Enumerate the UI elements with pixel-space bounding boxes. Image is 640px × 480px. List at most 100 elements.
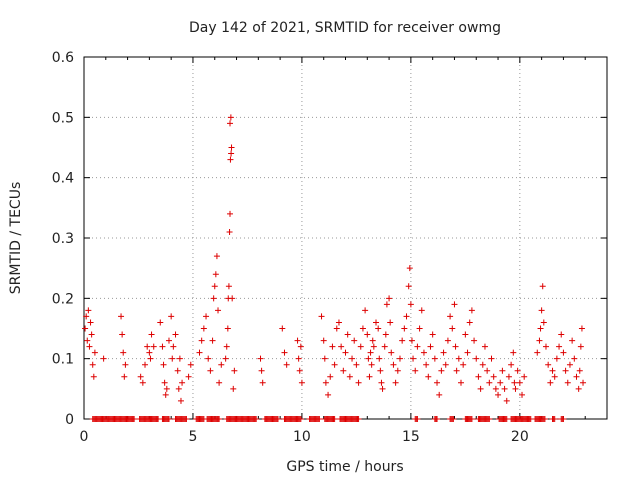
data-point xyxy=(425,373,432,380)
data-point xyxy=(368,361,375,368)
data-point xyxy=(569,337,576,344)
data-point xyxy=(536,337,543,344)
data-point xyxy=(150,343,157,350)
data-point xyxy=(481,343,488,350)
data-point xyxy=(90,373,97,380)
data-point xyxy=(216,416,223,422)
data-point xyxy=(423,361,430,368)
data-point xyxy=(405,283,412,290)
data-point xyxy=(369,337,376,344)
y-tick-label: 0.4 xyxy=(52,171,74,187)
data-point xyxy=(562,367,569,374)
data-point xyxy=(414,343,421,350)
data-point xyxy=(146,349,153,356)
data-point xyxy=(492,385,499,392)
data-point xyxy=(203,313,210,320)
data-point xyxy=(137,373,144,380)
data-point xyxy=(200,325,207,332)
data-point xyxy=(165,416,172,422)
data-point xyxy=(331,416,338,422)
data-point xyxy=(442,361,449,368)
data-point xyxy=(335,319,342,326)
data-point xyxy=(511,379,518,386)
data-point xyxy=(131,416,138,422)
data-point xyxy=(519,391,526,398)
data-point xyxy=(119,331,126,338)
data-point xyxy=(473,355,480,362)
data-point xyxy=(434,379,441,386)
data-point xyxy=(298,379,305,386)
data-point xyxy=(475,373,482,380)
x-tick-label: 10 xyxy=(293,429,311,445)
data-point xyxy=(429,331,436,338)
data-point xyxy=(412,367,419,374)
data-point xyxy=(83,313,90,320)
data-point xyxy=(479,361,486,368)
data-point xyxy=(556,343,563,350)
data-point xyxy=(174,367,181,374)
data-point xyxy=(450,416,457,422)
data-point xyxy=(209,337,216,344)
data-point xyxy=(410,355,417,362)
data-point xyxy=(196,349,203,356)
x-tick-label: 20 xyxy=(511,429,529,445)
data-point xyxy=(466,319,473,326)
data-point xyxy=(100,355,107,362)
data-point xyxy=(420,349,427,356)
data-point xyxy=(440,349,447,356)
data-point xyxy=(297,343,304,350)
data-point xyxy=(172,331,179,338)
data-point xyxy=(449,325,456,332)
data-point xyxy=(340,367,347,374)
data-point xyxy=(349,355,356,362)
data-point xyxy=(89,361,96,368)
data-point xyxy=(512,385,519,392)
data-point xyxy=(86,343,93,350)
data-point xyxy=(452,343,459,350)
data-point xyxy=(162,391,169,398)
data-point xyxy=(218,361,225,368)
data-point xyxy=(477,385,484,392)
data-series xyxy=(82,114,587,422)
chart-title: Day 142 of 2021, SRMTID for receiver owm… xyxy=(189,20,501,36)
data-point xyxy=(486,416,493,422)
data-point xyxy=(541,416,548,422)
data-point xyxy=(396,355,403,362)
x-axis-label: GPS time / hours xyxy=(286,459,403,475)
data-point xyxy=(460,361,467,368)
data-point xyxy=(488,355,495,362)
data-point xyxy=(431,355,438,362)
data-point xyxy=(359,325,366,332)
data-point xyxy=(387,319,394,326)
data-point xyxy=(84,337,91,344)
data-point xyxy=(577,343,584,350)
data-point xyxy=(325,391,332,398)
data-point xyxy=(379,385,386,392)
data-point xyxy=(497,379,504,386)
data-point xyxy=(338,343,345,350)
data-point xyxy=(427,343,434,350)
data-point xyxy=(388,349,395,356)
data-point xyxy=(148,331,155,338)
data-point xyxy=(499,367,506,374)
data-point xyxy=(351,337,358,344)
data-point xyxy=(177,397,184,404)
data-point xyxy=(279,325,286,332)
data-point xyxy=(545,361,552,368)
data-point xyxy=(216,379,223,386)
data-point xyxy=(444,337,451,344)
data-point xyxy=(355,416,362,422)
data-point xyxy=(468,307,475,314)
data-point xyxy=(229,295,236,302)
grid-lines xyxy=(84,57,607,419)
data-point xyxy=(281,349,288,356)
data-point xyxy=(418,307,425,314)
data-point xyxy=(362,307,369,314)
data-point xyxy=(370,343,377,350)
data-point xyxy=(297,416,304,422)
data-point xyxy=(566,361,573,368)
data-point xyxy=(576,367,583,374)
data-point xyxy=(139,379,146,386)
data-point xyxy=(514,367,521,374)
